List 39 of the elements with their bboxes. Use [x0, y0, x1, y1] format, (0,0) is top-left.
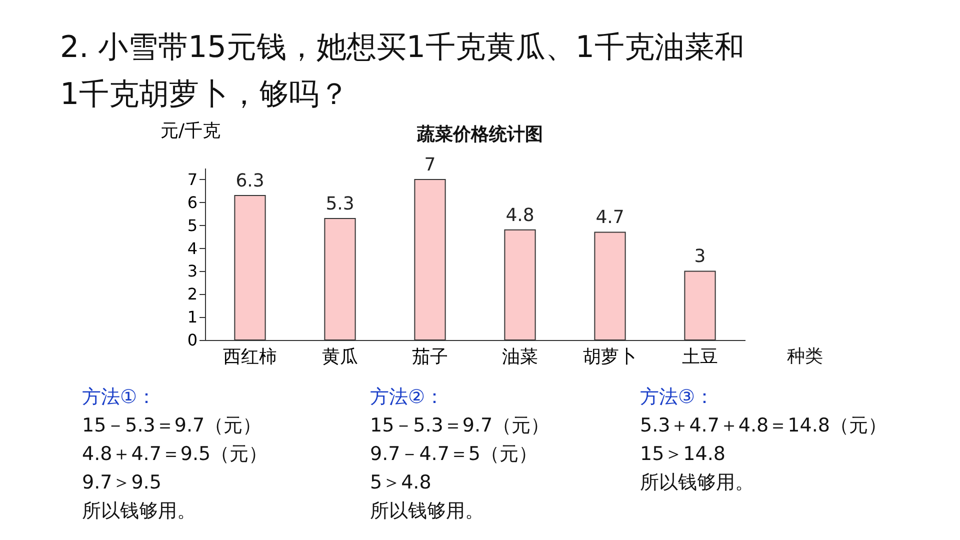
text: 2. 小雪带15元钱，她想买1千克黄瓜、1千克油菜和: [60, 30, 745, 65]
data-label: 7: [424, 154, 436, 176]
x-tick-label: 土豆: [682, 346, 718, 368]
text: 4.8＋4.7＝9.5（元）: [82, 443, 268, 465]
text: 1千克胡萝卜，够吗？: [60, 77, 350, 112]
text: 所以钱够用。: [370, 500, 484, 522]
text: 9.7－4.7＝5（元）: [370, 443, 538, 465]
x-axis-title: 种类: [787, 346, 823, 367]
y-tick-label: 3: [187, 262, 198, 281]
y-tick-label: 0: [187, 330, 198, 350]
data-label: 3: [694, 246, 706, 268]
data-label: 5.3: [326, 193, 354, 214]
text: 所以钱够用。: [640, 472, 754, 494]
text: 15－5.3＝9.7（元）: [370, 414, 550, 436]
x-tick-label: 西红柿: [223, 346, 277, 368]
x-tick-label: 茄子: [412, 346, 448, 368]
y-tick-label: 2: [187, 284, 198, 304]
data-label: 4.7: [596, 207, 624, 228]
text: 方法①：: [82, 386, 156, 408]
text: 15＞14.8: [640, 443, 726, 465]
text: 方法②：: [370, 386, 444, 408]
text: 5＞4.8: [370, 472, 432, 494]
text: 所以钱够用。: [82, 500, 196, 522]
text: 方法③：: [640, 386, 714, 408]
text: 9.7＞9.5: [82, 472, 162, 494]
y-tick-label: 5: [187, 216, 198, 235]
y-tick-label: 4: [187, 238, 198, 258]
x-tick-label: 油菜: [502, 346, 538, 368]
data-label: 6.3: [236, 170, 264, 192]
chart-title: 蔬菜价格统计图: [416, 124, 543, 145]
data-label: 4.8: [506, 204, 534, 226]
y-tick-label: 1: [187, 308, 198, 327]
text: 15－5.3＝9.7（元）: [82, 414, 262, 436]
text: 5.3＋4.7＋4.8＝14.8（元）: [640, 414, 887, 436]
y-tick-label: 6: [187, 192, 198, 212]
x-tick-label: 黄瓜: [322, 346, 358, 368]
x-tick-label: 胡萝卜: [583, 346, 637, 368]
y-axis-title: 元/千克: [160, 120, 221, 142]
y-tick-label: 7: [187, 170, 198, 189]
